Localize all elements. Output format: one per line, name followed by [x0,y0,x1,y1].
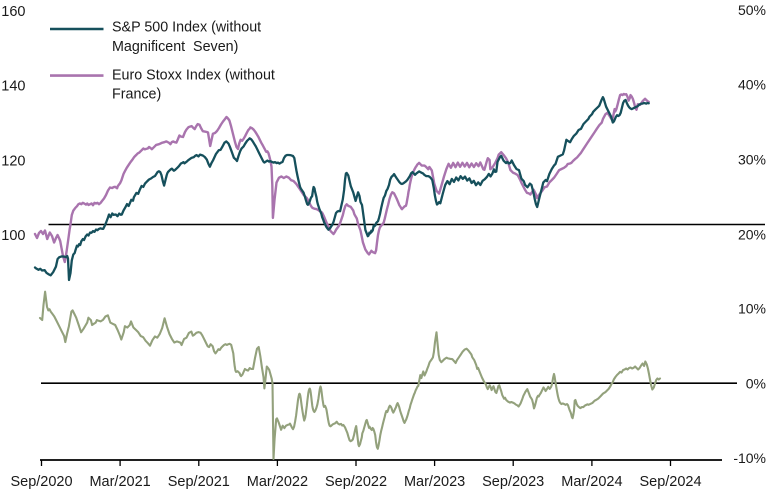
svg-text:40%: 40% [738,77,766,93]
svg-text:Magnificent Seven): Magnificent Seven) [112,39,238,55]
svg-text:Sep/2021: Sep/2021 [168,474,230,490]
svg-text:30%: 30% [738,151,766,167]
svg-text:S&P 500 Index (without: S&P 500 Index (without [112,20,261,36]
svg-text:Sep/2020: Sep/2020 [10,474,72,490]
svg-text:100: 100 [1,228,25,244]
svg-text:Sep/2024: Sep/2024 [639,474,701,490]
svg-text:140: 140 [1,79,25,95]
svg-text:Euro Stoxx Index (without: Euro Stoxx Index (without [112,68,275,84]
svg-text:Mar/2024: Mar/2024 [561,474,622,490]
svg-text:-10%: -10% [733,450,766,466]
svg-text:10%: 10% [738,301,766,317]
svg-text:Sep/2023: Sep/2023 [482,474,544,490]
svg-text:160: 160 [1,4,25,20]
svg-text:120: 120 [1,153,25,169]
svg-text:Sep/2022: Sep/2022 [325,474,387,490]
svg-text:France): France) [112,87,161,103]
svg-text:Mar/2021: Mar/2021 [89,474,150,490]
svg-text:Mar/2023: Mar/2023 [404,474,465,490]
svg-text:0%: 0% [746,375,766,391]
svg-text:Mar/2022: Mar/2022 [247,474,308,490]
svg-text:50%: 50% [738,2,766,18]
svg-text:20%: 20% [738,227,766,243]
